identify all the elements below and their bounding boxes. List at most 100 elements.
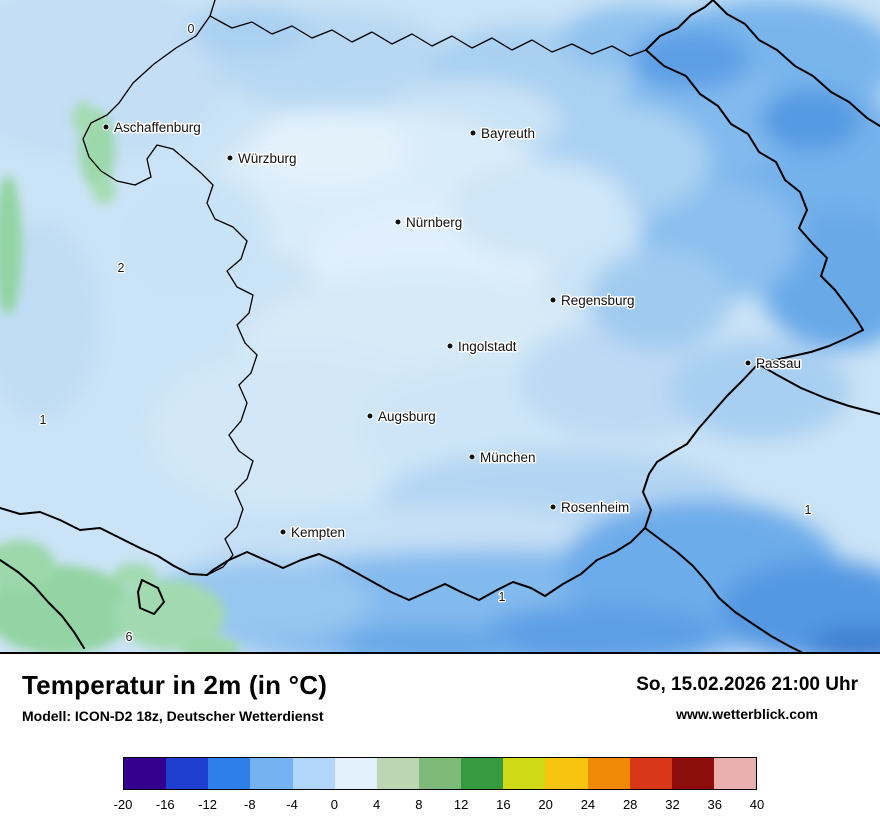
forecast-datetime: So, 15.02.2026 21:00 Uhr: [636, 674, 858, 695]
city-dot-icon: [468, 453, 476, 461]
city-marker: Bayreuth: [469, 125, 537, 143]
state-borders: [82, 0, 647, 576]
national-border-line: [0, 559, 85, 649]
legend-color-segment: [208, 758, 251, 789]
warm-patch-blob: [0, 175, 22, 315]
legend-tick-label: 16: [496, 797, 511, 812]
city-label: Passau: [756, 356, 801, 371]
temp-value-label: 1: [805, 503, 812, 517]
legend-tick-label: 8: [415, 797, 423, 812]
temp-field-blob: [250, 110, 410, 190]
city-dot-icon: [446, 342, 454, 350]
map-footer: Temperatur in 2m (in °C) Modell: ICON-D2…: [0, 652, 880, 830]
city-dot-icon: [469, 129, 477, 137]
city-dot-icon: [366, 412, 374, 420]
temp-field-blob: [590, 250, 730, 350]
legend-color-segment: [629, 758, 672, 789]
national-border-line: [206, 363, 759, 601]
temp-field-blob: [190, 5, 310, 55]
city-marker: Ingolstadt: [446, 338, 518, 356]
temperature-value-labels: 0 2 1 1 1 6: [38, 21, 813, 646]
city-marker: Augsburg: [366, 408, 437, 426]
legend-tick-label: 4: [372, 797, 381, 812]
national-border-line: [645, 49, 864, 331]
legend-color-segment: [166, 758, 209, 789]
legend-color-segment: [292, 758, 335, 789]
national-border-line: [645, 0, 714, 51]
national-border-line: [757, 363, 880, 415]
national-borders: [0, 0, 880, 652]
color-scale-tick-labels: -20 -16 -12 -8 -4 0 4 8 12 16 20 24 28 32 36 40: [114, 797, 765, 815]
city-marker: Passau: [744, 355, 803, 373]
national-border-line: [0, 507, 208, 576]
map-title: Temperatur in 2m (in °C): [22, 670, 328, 700]
legend-tick-label: -16: [155, 797, 175, 812]
temp-field-blob: [670, 340, 850, 440]
legend-color-segment: [503, 758, 546, 789]
city-markers: Aschaffenburg Würzburg Bayreuth Nürnberg Reg…: [102, 119, 803, 542]
warm-patch-blob: [0, 540, 55, 590]
city-dot-icon: [279, 528, 287, 536]
city-label: Würzburg: [238, 151, 297, 166]
legend-color-segment: [418, 758, 462, 789]
national-border-line: [712, 0, 880, 127]
legend-tick-label: 32: [665, 797, 680, 812]
warm-patch-blob: [115, 580, 225, 650]
temp-value-label: 2: [118, 261, 125, 275]
legend-tick-label: -4: [286, 797, 298, 812]
city-label: Rosenheim: [561, 500, 629, 515]
legend-color-segment: [124, 758, 167, 789]
legend-tick-label: -8: [244, 797, 256, 812]
temperature-field: [0, 0, 880, 652]
city-label: Regensburg: [561, 293, 635, 308]
city-dot-icon: [744, 359, 752, 367]
national-border-line: [757, 329, 864, 365]
legend-color-segment: [545, 758, 588, 789]
city-label: München: [480, 450, 536, 465]
national-border-line: [644, 527, 802, 652]
color-scale-bar: [123, 757, 757, 790]
legend-tick-label: 28: [622, 797, 638, 812]
city-label: Aschaffenburg: [114, 120, 201, 135]
temp-field-blob: [480, 605, 720, 652]
temp-field-blob: [150, 350, 450, 510]
legend-color-segment: [461, 758, 504, 789]
footer-header-row: Temperatur in 2m (in °C) Modell: ICON-D2…: [0, 654, 880, 724]
temp-value-label: 6: [126, 630, 133, 644]
city-marker: München: [468, 449, 537, 467]
city-label: Kempten: [291, 525, 345, 540]
temp-field-blob: [760, 90, 860, 150]
footer-left-block: Temperatur in 2m (in °C) Modell: ICON-D2…: [22, 670, 327, 724]
temp-field-blob: [810, 627, 880, 652]
state-border-line: [82, 0, 258, 576]
legend-tick-label: -20: [113, 797, 133, 812]
city-marker: Rosenheim: [549, 499, 631, 517]
city-label: Augsburg: [378, 409, 436, 424]
temp-field-blob: [520, 320, 720, 440]
city-marker: Regensburg: [549, 292, 636, 310]
legend-tick-label: 0: [330, 797, 338, 812]
warm-patch-blob: [180, 636, 240, 652]
legend-tick-label: 20: [538, 797, 553, 812]
state-border-line: [209, 15, 647, 57]
temp-field-blob: [340, 625, 520, 652]
temp-field-blob: [450, 160, 630, 260]
map-canvas: 0 2 1 1 1 6 Aschaffenburg Würzburg Bayreuth Nürn…: [0, 0, 880, 652]
city-dot-icon: [549, 296, 557, 304]
city-dot-icon: [102, 123, 110, 131]
temperature-map: 0 2 1 1 1 6 Aschaffenburg Würzburg Bayreuth Nürn…: [0, 0, 880, 652]
temp-field-blob: [0, 220, 100, 420]
city-label: Ingolstadt: [458, 339, 517, 354]
city-marker: Aschaffenburg: [102, 119, 202, 137]
city-dot-icon: [394, 218, 402, 226]
legend-color-segment: [671, 758, 714, 789]
footer-right-block: So, 15.02.2026 21:00 Uhr www.wetterblick…: [636, 670, 858, 722]
city-marker: Kempten: [279, 524, 347, 542]
website-url: www.wetterblick.com: [676, 706, 819, 722]
temp-value-label: 1: [499, 590, 506, 604]
legend-color-segment: [713, 758, 757, 789]
national-border-line: [137, 579, 165, 615]
city-marker: Nürnberg: [394, 214, 464, 232]
temp-field-blob: [0, 0, 230, 160]
